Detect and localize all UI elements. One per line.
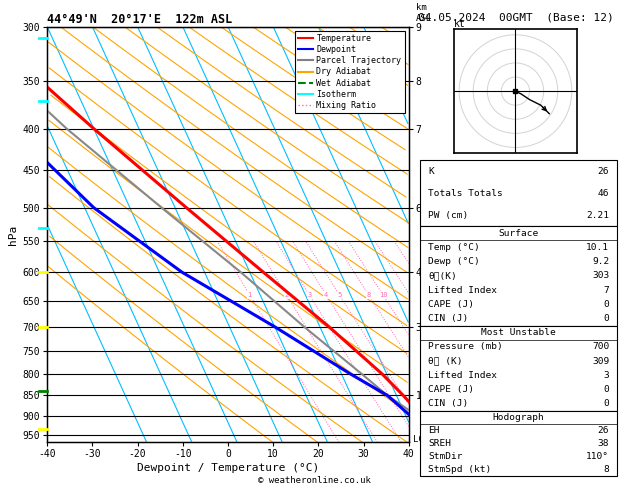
Text: Dewp (°C): Dewp (°C)	[428, 257, 480, 266]
X-axis label: Dewpoint / Temperature (°C): Dewpoint / Temperature (°C)	[137, 463, 319, 473]
FancyBboxPatch shape	[420, 411, 617, 476]
Text: 8: 8	[603, 465, 609, 474]
Text: 9.2: 9.2	[592, 257, 609, 266]
Text: Hodograph: Hodograph	[493, 413, 545, 422]
Text: Temp (°C): Temp (°C)	[428, 243, 480, 252]
Text: 4: 4	[324, 292, 328, 298]
Text: Surface: Surface	[499, 228, 538, 238]
Text: 2: 2	[284, 292, 289, 298]
Text: 1: 1	[248, 292, 252, 298]
Text: kt: kt	[454, 19, 465, 29]
Text: Lifted Index: Lifted Index	[428, 371, 497, 380]
Text: 0: 0	[603, 300, 609, 309]
Text: 3: 3	[307, 292, 311, 298]
Text: 110°: 110°	[586, 452, 609, 461]
Text: Totals Totals: Totals Totals	[428, 189, 503, 198]
Text: 0: 0	[603, 314, 609, 323]
Text: Lifted Index: Lifted Index	[428, 286, 497, 295]
Text: 26: 26	[598, 426, 609, 435]
Text: CAPE (J): CAPE (J)	[428, 385, 474, 394]
Text: CIN (J): CIN (J)	[428, 314, 469, 323]
Text: 5: 5	[337, 292, 342, 298]
Text: 38: 38	[598, 439, 609, 448]
Text: 309: 309	[592, 357, 609, 365]
Text: StmDir: StmDir	[428, 452, 462, 461]
Text: 7: 7	[603, 286, 609, 295]
Text: 10: 10	[379, 292, 387, 298]
Text: LCL: LCL	[413, 435, 429, 444]
Text: 8: 8	[367, 292, 370, 298]
Text: K: K	[428, 167, 434, 176]
Text: 3: 3	[603, 371, 609, 380]
Text: km
ASL: km ASL	[416, 3, 432, 22]
Text: 303: 303	[592, 271, 609, 280]
Text: SREH: SREH	[428, 439, 451, 448]
Text: 2.21: 2.21	[586, 210, 609, 220]
Text: © weatheronline.co.uk: © weatheronline.co.uk	[258, 475, 371, 485]
Text: StmSpd (kt): StmSpd (kt)	[428, 465, 491, 474]
Text: θᴇ (K): θᴇ (K)	[428, 357, 462, 365]
FancyBboxPatch shape	[420, 160, 617, 226]
Text: CAPE (J): CAPE (J)	[428, 300, 474, 309]
Legend: Temperature, Dewpoint, Parcel Trajectory, Dry Adiabat, Wet Adiabat, Isotherm, Mi: Temperature, Dewpoint, Parcel Trajectory…	[294, 31, 404, 113]
Text: θᴇ(K): θᴇ(K)	[428, 271, 457, 280]
Text: 26: 26	[598, 167, 609, 176]
Text: 0: 0	[603, 399, 609, 408]
Text: Most Unstable: Most Unstable	[481, 328, 556, 337]
Text: EH: EH	[428, 426, 440, 435]
Text: PW (cm): PW (cm)	[428, 210, 469, 220]
Text: 0: 0	[603, 385, 609, 394]
Text: 04.05.2024  00GMT  (Base: 12): 04.05.2024 00GMT (Base: 12)	[418, 12, 614, 22]
Text: CIN (J): CIN (J)	[428, 399, 469, 408]
Y-axis label: hPa: hPa	[8, 225, 18, 244]
Text: Pressure (mb): Pressure (mb)	[428, 342, 503, 351]
Text: 46: 46	[598, 189, 609, 198]
Text: 44°49'N  20°17'E  122m ASL: 44°49'N 20°17'E 122m ASL	[47, 13, 233, 26]
Text: 700: 700	[592, 342, 609, 351]
FancyBboxPatch shape	[420, 326, 617, 411]
Text: 10.1: 10.1	[586, 243, 609, 252]
FancyBboxPatch shape	[420, 226, 617, 326]
